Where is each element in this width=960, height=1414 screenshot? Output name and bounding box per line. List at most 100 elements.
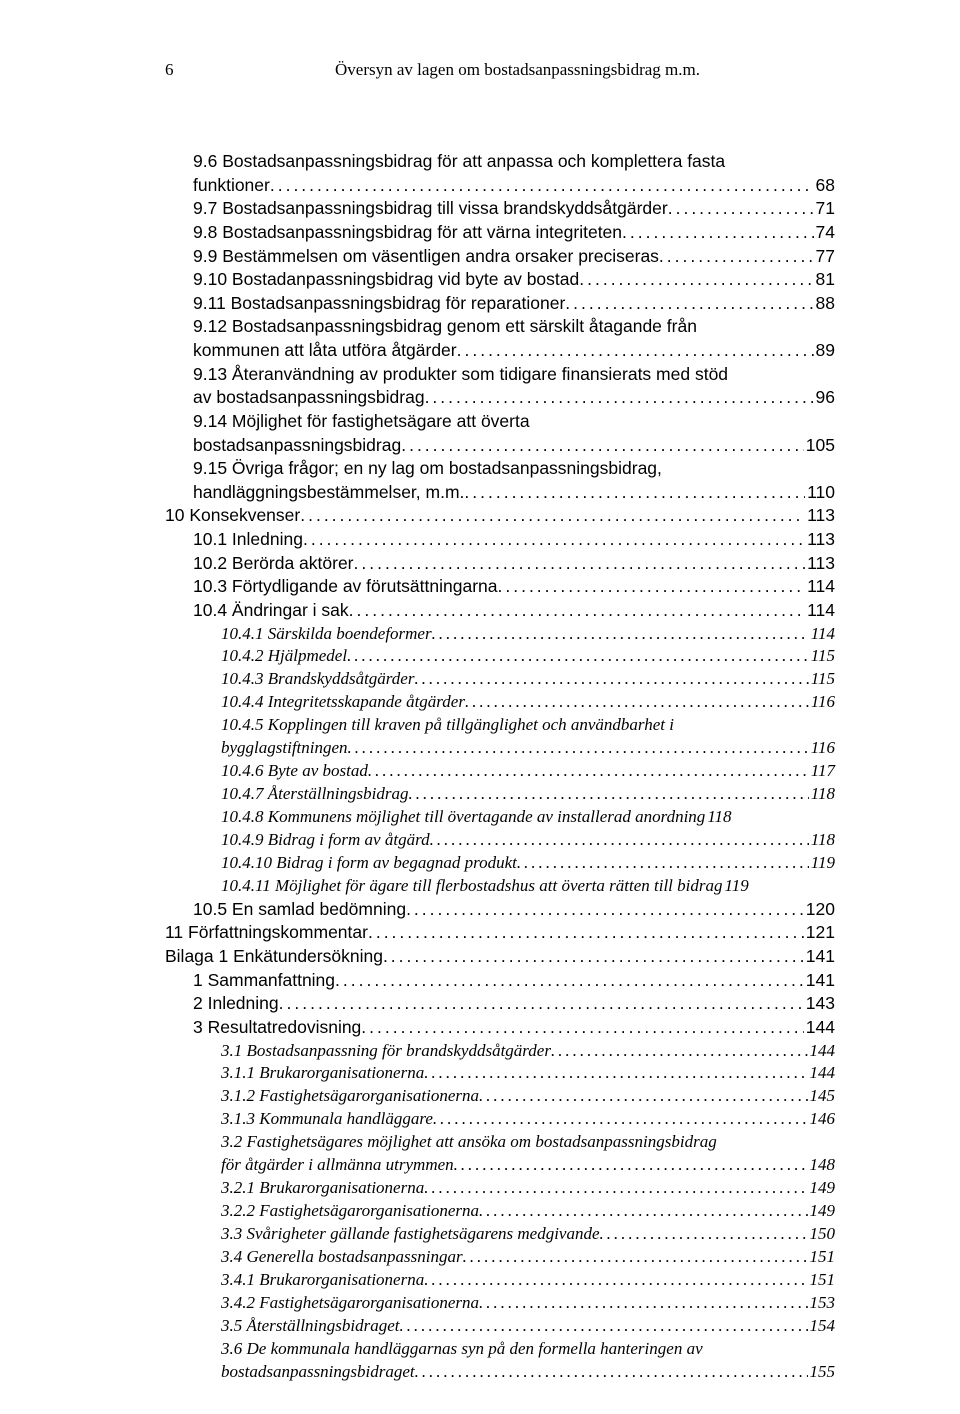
toc-text: 10.2 Berörda aktörer — [193, 552, 354, 576]
toc-text: 10.4.8 Kommunens möjlighet till övertaga… — [221, 806, 705, 829]
toc-page: 155 — [808, 1361, 836, 1384]
toc-text: 3.4 Generella bostadsanpassningar — [221, 1246, 463, 1269]
toc-page: 115 — [809, 668, 835, 691]
toc-dots — [424, 1062, 807, 1085]
toc-line: handläggningsbestämmelser, m.m.110 — [165, 481, 835, 505]
toc-text: 10 Konsekvenser — [165, 504, 300, 528]
toc-dots — [383, 945, 804, 969]
toc-dots — [454, 1154, 808, 1177]
toc-text: 3.1 Bostadsanpassning för brandskyddsåtg… — [221, 1040, 551, 1063]
toc-line: 10.4.3 Brandskyddsåtgärder115 — [165, 668, 835, 691]
toc-dots — [565, 292, 813, 316]
toc-line: 10.4.8 Kommunens möjlighet till övertaga… — [165, 806, 835, 829]
toc-page: 145 — [808, 1085, 836, 1108]
toc-dots — [347, 645, 809, 668]
toc-page: 143 — [804, 992, 835, 1016]
toc-dots — [659, 245, 814, 269]
toc-dots — [433, 1108, 808, 1131]
toc-text: bostadsanpassningsbidrag — [193, 434, 401, 458]
toc-text: 3.2.2 Fastighetsägarorganisationerna — [221, 1200, 479, 1223]
toc-dots — [354, 552, 806, 576]
toc-dots — [479, 1085, 808, 1108]
toc-text: 10.4.5 Kopplingen till kraven på tillgän… — [221, 714, 674, 737]
toc-text: 10.1 Inledning — [193, 528, 303, 552]
toc-line: 3.2 Fastighetsägares möjlighet att ansök… — [165, 1131, 835, 1154]
toc-dots — [401, 434, 804, 458]
toc-line: 10.4 Ändringar i sak114 — [165, 599, 835, 623]
toc-line: 3.2.1 Brukarorganisationerna 149 — [165, 1177, 835, 1200]
toc-dots — [400, 1315, 808, 1338]
toc-page: 96 — [814, 386, 835, 410]
toc-text: bostadsanpassningsbidraget — [221, 1361, 415, 1384]
toc-dots — [424, 1177, 807, 1200]
toc-page: 114 — [805, 599, 835, 623]
toc-page: 146 — [808, 1108, 836, 1131]
toc-page: 151 — [808, 1269, 836, 1292]
toc-dots — [368, 760, 809, 783]
toc-text: 9.15 Övriga frågor; en ny lag om bostads… — [193, 457, 662, 481]
toc-page: 118 — [809, 829, 835, 852]
toc-text: 9.14 Möjlighet för fastighetsägare att ö… — [193, 410, 530, 434]
toc-page: 151 — [808, 1246, 836, 1269]
toc-text: 3.6 De kommunala handläggarnas syn på de… — [221, 1338, 703, 1361]
toc-line: bostadsanpassningsbidrag 105 — [165, 434, 835, 458]
toc-line: 9.7 Bostadsanpassningsbidrag till vissa … — [165, 197, 835, 221]
toc-text: 10.4.10 Bidrag i form av begagnad produk… — [221, 852, 517, 875]
toc-dots — [303, 528, 805, 552]
toc-dots — [414, 668, 808, 691]
toc-text: 9.8 Bostadsanpassningsbidrag för att vär… — [193, 221, 622, 245]
toc-text: 11 Författningskommentar — [165, 921, 368, 945]
toc-page: 113 — [805, 552, 835, 576]
toc-line: 10.3 Förtydligande av förutsättningarna1… — [165, 575, 835, 599]
toc-dots — [464, 481, 805, 505]
toc-page: 118 — [809, 783, 835, 806]
toc-dots — [406, 898, 804, 922]
toc-line: 3.1.2 Fastighetsägarorganisationerna145 — [165, 1085, 835, 1108]
toc-dots — [279, 992, 804, 1016]
toc-line: 9.15 Övriga frågor; en ny lag om bostads… — [165, 457, 835, 481]
toc-page: 144 — [804, 1016, 835, 1040]
toc-page: 117 — [809, 760, 835, 783]
toc-line: 3.6 De kommunala handläggarnas syn på de… — [165, 1338, 835, 1361]
toc-dots — [479, 1200, 808, 1223]
toc-page: 81 — [814, 268, 835, 292]
toc-page: 154 — [808, 1315, 836, 1338]
toc-text: 10.5 En samlad bedömning — [193, 898, 406, 922]
toc-dots — [425, 386, 814, 410]
toc-text: bygglagstiftningen — [221, 737, 348, 760]
toc-line: 3.4.2 Fastighetsägarorganisationerna153 — [165, 1292, 835, 1315]
toc-dots — [368, 921, 804, 945]
toc-text: 3.2.1 Brukarorganisationerna — [221, 1177, 424, 1200]
toc-text: 9.7 Bostadsanpassningsbidrag till vissa … — [193, 197, 668, 221]
toc-line: 9.10 Bostadanpassningsbidrag vid byte av… — [165, 268, 835, 292]
toc-page: 149 — [808, 1177, 836, 1200]
toc-line: kommunen att låta utföra åtgärder89 — [165, 339, 835, 363]
toc-dots — [415, 1361, 808, 1384]
toc-line: funktioner68 — [165, 174, 835, 198]
toc-text: 10.4.6 Byte av bostad — [221, 760, 368, 783]
toc-page: 148 — [808, 1154, 836, 1177]
header-title: Översyn av lagen om bostadsanpassningsbi… — [200, 60, 835, 80]
toc-dots — [348, 737, 809, 760]
toc-page: 141 — [804, 969, 835, 993]
toc-page: 89 — [814, 339, 835, 363]
toc-text: 10.4.9 Bidrag i form av åtgärd — [221, 829, 430, 852]
toc-text: 10.4.11 Möjlighet för ägare till flerbos… — [221, 875, 723, 898]
toc-line: 9.8 Bostadsanpassningsbidrag för att vär… — [165, 221, 835, 245]
toc-text: av bostadsanpassningsbidrag — [193, 386, 425, 410]
toc-text: 3.4.2 Fastighetsägarorganisationerna — [221, 1292, 479, 1315]
toc-page: 105 — [804, 434, 835, 458]
toc-line: 10.4.4 Integritetsskapande åtgärder116 — [165, 691, 835, 714]
toc-text: 9.9 Bestämmelsen om väsentligen andra or… — [193, 245, 659, 269]
toc-dots — [335, 969, 804, 993]
toc-line: 9.11 Bostadsanpassningsbidrag för repara… — [165, 292, 835, 316]
toc-text: 3.2 Fastighetsägares möjlighet att ansök… — [221, 1131, 717, 1154]
toc-page: 68 — [814, 174, 835, 198]
toc-dots — [668, 197, 814, 221]
toc-dots — [430, 829, 809, 852]
toc-dots — [600, 1223, 808, 1246]
toc-dots — [408, 783, 808, 806]
toc-text: 3.4.1 Brukarorganisationerna — [221, 1269, 424, 1292]
toc-line: 10.4.1 Särskilda boendeformer114 — [165, 623, 835, 646]
toc-text: 3 Resultatredovisning — [193, 1016, 361, 1040]
